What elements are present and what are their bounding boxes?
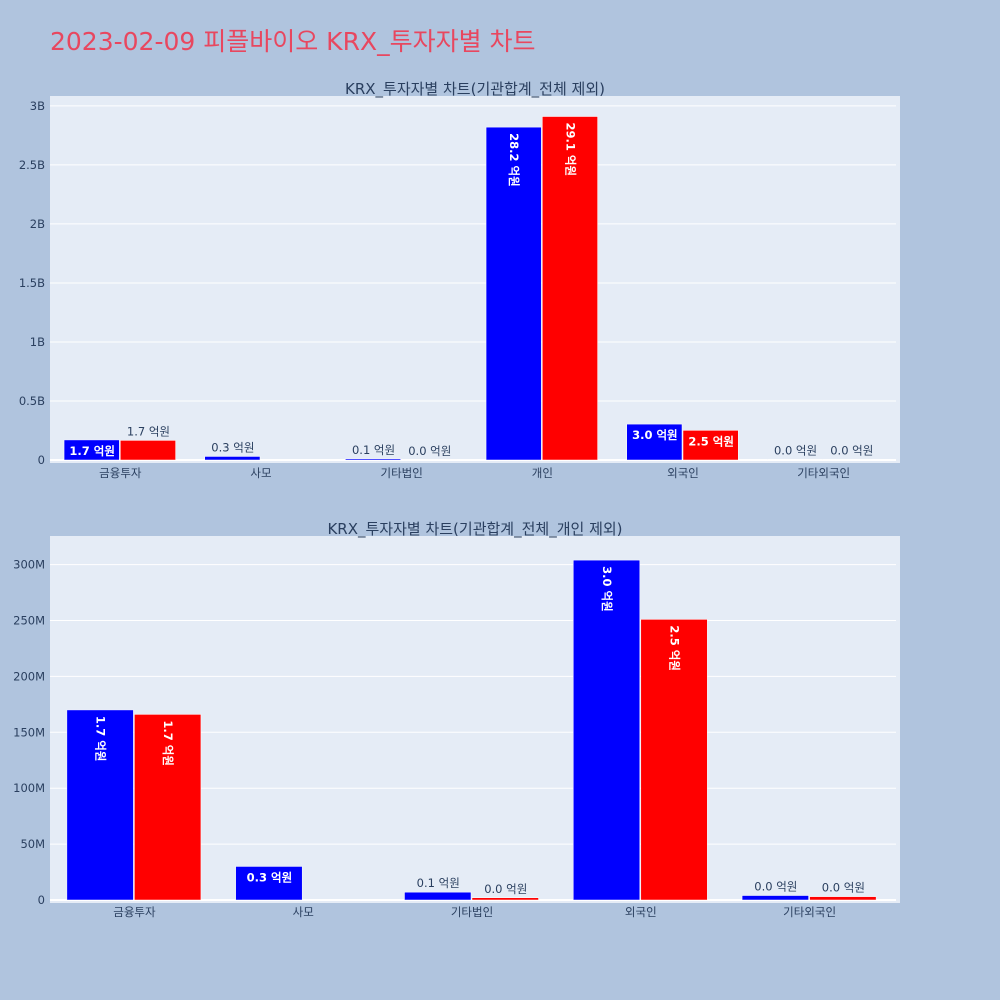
bar <box>741 895 809 901</box>
data-label: 0.3 억원 <box>247 870 293 884</box>
x-tick-label: 금융투자 <box>113 905 156 919</box>
y-tick-label: 2B <box>30 217 45 231</box>
data-label: 2.5 억원 <box>668 625 682 671</box>
data-label: 0.0 억원 <box>830 444 873 458</box>
chart-krx-excluding-individual: 0 50M 100M 150M 200M 250M 300M KRX_투자자별 차트(기관합계… <box>13 520 900 919</box>
data-label: 28.2 억원 <box>507 133 521 187</box>
data-label: 0.1 억원 <box>417 876 460 890</box>
x-tick-label: 기타외국인 <box>797 466 850 480</box>
bar <box>404 891 472 901</box>
y-tick-label: 1B <box>30 335 45 349</box>
data-label: 0.3 억원 <box>211 440 254 454</box>
y-tick-label: 50M <box>20 837 45 851</box>
bar <box>66 709 134 901</box>
chart-title: KRX_투자자별 차트(기관합계_전체 제외) <box>345 80 605 99</box>
bar <box>626 423 683 461</box>
x-tick-label: 기타외국인 <box>783 905 836 919</box>
y-tick-label: 300M <box>13 558 45 572</box>
bar <box>542 116 598 461</box>
y-tick-label: 150M <box>13 725 45 739</box>
bar <box>809 896 877 901</box>
x-tick-label: 외국인 <box>625 905 657 919</box>
y-tick-label: 250M <box>13 613 45 627</box>
bar <box>134 714 202 901</box>
data-label: 1.7 억원 <box>69 444 115 458</box>
data-label: 0.0 억원 <box>408 444 451 458</box>
data-label: 1.7 억원 <box>94 716 108 762</box>
y-tick-label: 2.5B <box>19 158 45 172</box>
y-tick-label: 3B <box>30 99 45 113</box>
data-label: 0.0 억원 <box>822 881 865 895</box>
y-tick-label: 200M <box>13 669 45 683</box>
bar <box>204 456 261 461</box>
bar <box>573 559 641 901</box>
bar <box>63 439 120 461</box>
x-tick-label: 사모 <box>250 466 271 480</box>
bar <box>345 458 401 461</box>
data-label: 29.1 억원 <box>563 123 577 177</box>
plot-area <box>50 96 900 463</box>
x-tick-label: 기타법인 <box>381 466 423 480</box>
data-label: 0.0 억원 <box>484 882 527 896</box>
bar <box>485 126 542 461</box>
x-tick-label: 사모 <box>293 905 314 919</box>
data-label: 2.5 억원 <box>688 434 734 448</box>
y-tick-label: 100M <box>13 781 45 795</box>
bar <box>235 866 303 901</box>
data-label: 3.0 억원 <box>632 428 678 442</box>
data-label: 0.1 억원 <box>352 443 395 457</box>
bar <box>682 430 739 461</box>
data-label: 0.0 억원 <box>774 444 817 458</box>
y-tick-label: 0 <box>38 453 45 467</box>
x-tick-label: 외국인 <box>667 466 699 480</box>
data-label: 3.0 억원 <box>600 566 614 612</box>
page-title: 2023-02-09 피플바이오 KRX_투자자별 차트 <box>50 27 536 56</box>
x-tick-label: 금융투자 <box>99 466 142 480</box>
bar <box>120 440 176 461</box>
y-tick-label: 0 <box>38 893 45 907</box>
y-tick-label: 1.5B <box>19 276 45 290</box>
x-tick-label: 기타법인 <box>451 905 493 919</box>
data-label: 1.7 억원 <box>161 720 175 766</box>
chart-title: KRX_투자자별 차트(기관합계_전체_개인 제외) <box>327 520 622 539</box>
bar <box>471 897 539 901</box>
y-tick-label: 0.5B <box>19 394 45 408</box>
data-label: 1.7 억원 <box>127 424 170 438</box>
data-label: 0.0 억원 <box>754 880 797 894</box>
x-tick-label: 개인 <box>532 466 553 480</box>
chart-krx-excluding-total: 0 0.5B 1B 1.5B 2B 2.5B 3B KRX_투자자별 차트(기관합계_전체 제… <box>19 80 900 480</box>
bar <box>640 619 708 901</box>
